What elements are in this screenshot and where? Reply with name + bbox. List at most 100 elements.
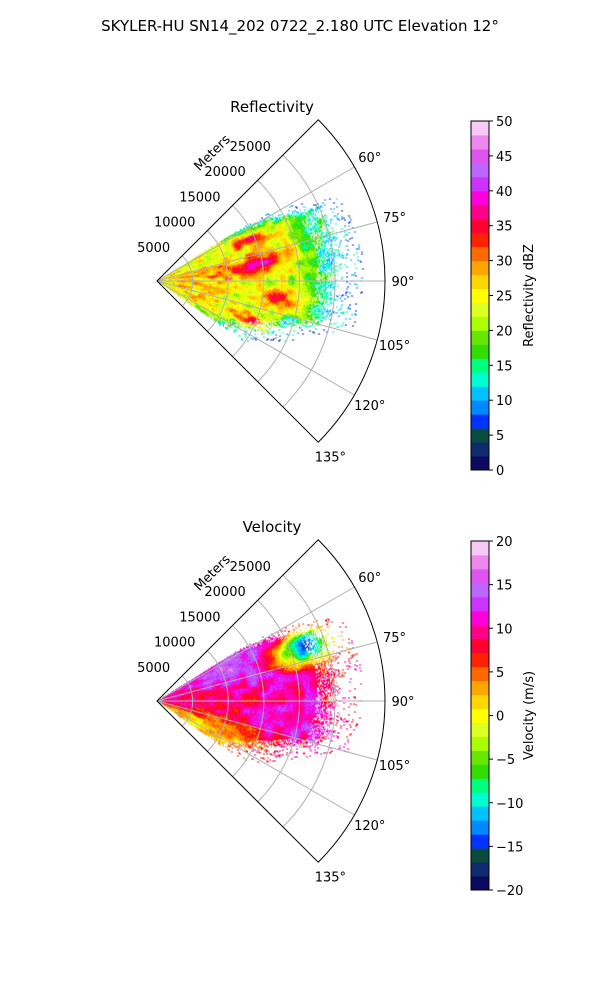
colorbar-segment xyxy=(471,232,489,248)
colorbar-segment xyxy=(471,330,489,345)
colorbar-tick-label: 30 xyxy=(496,255,513,270)
colorbar-label: Velocity (m/s) xyxy=(522,671,537,760)
colorbar-segment xyxy=(471,414,489,429)
colorbar-segment xyxy=(471,722,489,737)
colorbar-segment xyxy=(471,666,489,682)
colorbar-tick-label: 35 xyxy=(496,220,513,235)
colorbar-segment xyxy=(471,121,489,136)
colorbar-segment xyxy=(471,344,489,359)
colorbar-tick-label: 45 xyxy=(496,150,513,165)
colorbar-tick-label: 5 xyxy=(496,429,504,444)
colorbar-segment xyxy=(471,218,489,234)
colorbar-tick-label: −10 xyxy=(496,797,523,812)
colorbar-segment xyxy=(471,246,489,262)
azimuth-tick-label: 135° xyxy=(315,870,346,885)
radial-tick-label: 25000 xyxy=(230,140,271,155)
azimuth-tick-label: 120° xyxy=(354,819,385,834)
colorbar-segment xyxy=(471,820,489,835)
azimuth-gridline xyxy=(156,280,378,341)
colorbar-segment xyxy=(471,162,489,178)
panel-title: Velocity xyxy=(243,518,302,536)
colorbar-segment xyxy=(471,316,489,331)
colorbar-segment xyxy=(471,134,489,150)
colorbar-segment xyxy=(471,442,489,457)
colorbar-segment xyxy=(471,708,489,723)
colorbar-segment xyxy=(471,204,489,220)
colorbar-segment xyxy=(471,848,489,863)
radial-tick-label: 5000 xyxy=(137,661,170,676)
reflectivity-colorbar: 0 5 10 15 20 25 30 35 40 45 50 Reflectivity dBZ xyxy=(470,115,537,479)
colorbar-segment xyxy=(471,274,489,290)
panel-title: Reflectivity xyxy=(230,98,314,116)
colorbar-segment xyxy=(471,652,489,668)
colorbar-segment xyxy=(471,428,489,443)
azimuth-tick-label: 60° xyxy=(358,571,381,586)
colorbar-segment xyxy=(471,834,489,849)
colorbar-segment xyxy=(471,764,489,779)
colorbar-label: Reflectivity dBZ xyxy=(522,244,537,347)
colorbar-tick-label: 40 xyxy=(496,185,513,200)
azimuth-gridline xyxy=(156,700,355,816)
colorbar-tick-label: 0 xyxy=(496,464,504,479)
colorbar-tick-label: 20 xyxy=(496,535,513,550)
radial-tick-label: 10000 xyxy=(154,636,195,651)
azimuth-tick-label: 60° xyxy=(358,151,381,166)
azimuth-tick-label: 105° xyxy=(379,759,410,774)
colorbar-segment xyxy=(471,358,489,373)
azimuth-tick-label: 75° xyxy=(383,631,406,646)
radial-tick-label: 10000 xyxy=(154,216,195,231)
colorbar-segment xyxy=(471,541,489,556)
colorbar-tick-label: −15 xyxy=(496,840,523,855)
colorbar-segment xyxy=(471,792,489,807)
radial-tick-label: 20000 xyxy=(204,165,245,180)
azimuth-tick-label: 90° xyxy=(391,695,414,710)
polar-frame xyxy=(156,119,386,443)
colorbar-segment xyxy=(471,302,489,317)
azimuth-tick-label: 120° xyxy=(354,399,385,414)
azimuth-tick-label: 105° xyxy=(379,339,410,354)
radial-tick-label: 25000 xyxy=(230,560,271,575)
colorbar-segment xyxy=(471,190,489,206)
colorbar-segment xyxy=(471,288,489,303)
radial-tick-label: 15000 xyxy=(179,190,220,205)
radial-tick-label: 5000 xyxy=(137,241,170,256)
colorbar-segment xyxy=(471,610,489,626)
colorbar-segment xyxy=(471,876,489,891)
figure-title: SKYLER-HU SN14_202 0722_2.180 UTC Elevat… xyxy=(101,17,499,36)
azimuth-tick-label: 90° xyxy=(391,275,414,290)
colorbar-segment xyxy=(471,862,489,877)
colorbar-segment xyxy=(471,400,489,415)
colorbar-segment xyxy=(471,638,489,654)
colorbar-tick-label: 10 xyxy=(496,394,513,409)
reflectivity-panel: Reflectivity500010000150002000025000Mete… xyxy=(137,98,414,465)
radial-tick-label: 20000 xyxy=(204,585,245,600)
azimuth-tick-label: 75° xyxy=(383,211,406,226)
colorbar-segment xyxy=(471,260,489,276)
colorbar-tick-label: 25 xyxy=(496,290,513,305)
colorbar-tick-label: 0 xyxy=(496,710,504,725)
colorbar-tick-label: 10 xyxy=(496,622,513,637)
azimuth-gridline xyxy=(156,280,355,396)
colorbar-tick-label: 20 xyxy=(496,324,513,339)
colorbar-segment xyxy=(471,554,489,570)
colorbar-segment xyxy=(471,582,489,598)
colorbar-segment xyxy=(471,568,489,584)
azimuth-gridline xyxy=(156,221,378,282)
colorbar-segment xyxy=(471,750,489,765)
colorbar-tick-label: 15 xyxy=(496,359,513,374)
colorbar-segment xyxy=(471,694,489,710)
colorbar-segment xyxy=(471,736,489,751)
colorbar-tick-label: −20 xyxy=(496,884,523,899)
colorbar-tick-label: 15 xyxy=(496,579,513,594)
polar-frame xyxy=(156,539,386,863)
azimuth-gridline xyxy=(156,641,378,702)
velocity-colorbar: −20 −15 −10 −5 0 5 10 15 20 Velocity (m/s) xyxy=(470,535,537,899)
azimuth-gridline xyxy=(156,166,355,282)
colorbar-segment xyxy=(471,624,489,640)
radial-tick-label: 15000 xyxy=(179,610,220,625)
colorbar-tick-label: −5 xyxy=(496,753,515,768)
colorbar-segment xyxy=(471,778,489,793)
colorbar-segment xyxy=(471,386,489,401)
